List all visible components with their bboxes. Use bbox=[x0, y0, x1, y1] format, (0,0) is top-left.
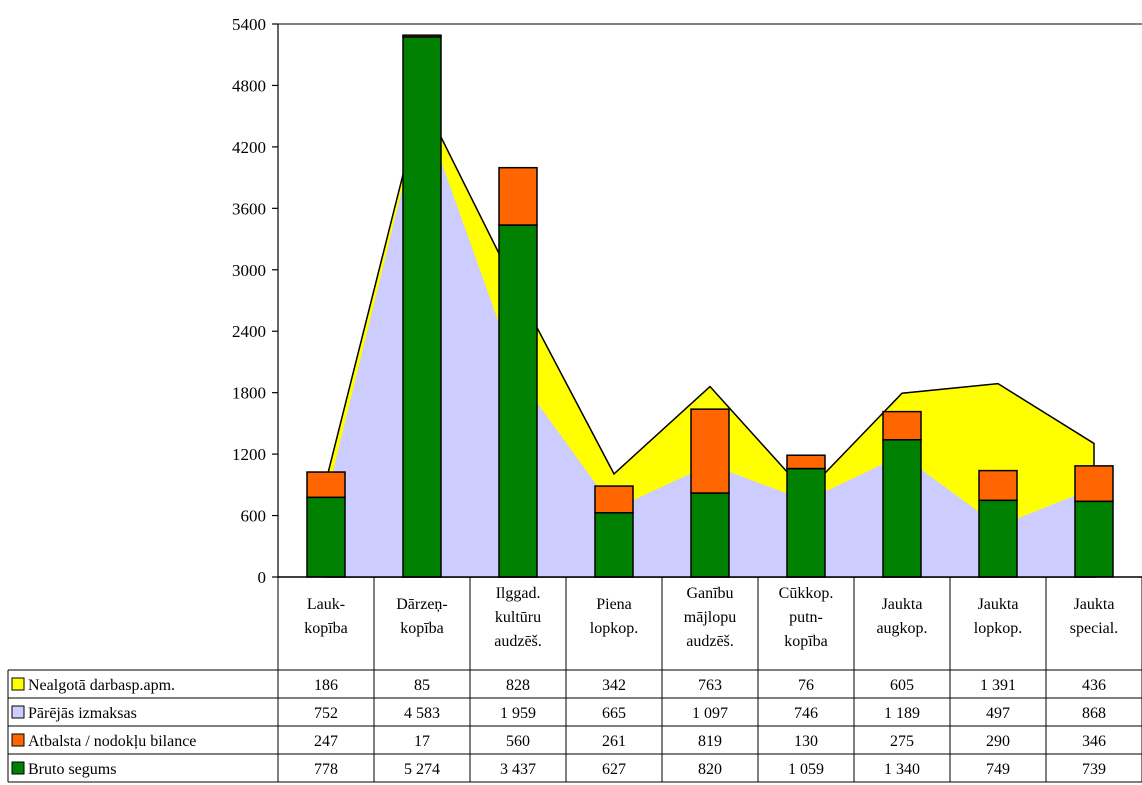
table-cell-0-2: 828 bbox=[506, 677, 530, 694]
table-cell-3-3: 627 bbox=[602, 761, 626, 778]
bar-support-balance-0 bbox=[306, 471, 346, 499]
bar-gross-margin-6 bbox=[882, 439, 922, 578]
category-label-4: Ganību mājlopu audzēš. bbox=[684, 585, 736, 650]
category-label-3: Piena lopkop. bbox=[590, 596, 638, 637]
table-cell-3-5: 1 059 bbox=[788, 761, 824, 778]
y-tick-label-4: 2400 bbox=[232, 322, 266, 341]
legend-key-1 bbox=[11, 705, 25, 719]
y-tick-label-7: 4200 bbox=[232, 138, 266, 157]
row-label-2: Atbalsta / nodokļu bilance bbox=[28, 733, 196, 750]
table-cell-2-5: 130 bbox=[794, 733, 818, 750]
table-cell-1-5: 746 bbox=[794, 705, 818, 722]
bar-gross-margin-5 bbox=[786, 467, 826, 578]
y-tick-label-3: 1800 bbox=[232, 384, 266, 403]
category-label-1: Dārzeņ-kopība bbox=[396, 596, 448, 637]
table-cell-0-6: 605 bbox=[890, 677, 914, 694]
table-cell-0-8: 436 bbox=[1082, 677, 1106, 694]
data-table: Lauk-kopība Dārzeņ-kopība Ilggad. kultūru au… bbox=[7, 576, 1142, 783]
bar-support-balance-1 bbox=[402, 34, 442, 38]
table-cell-1-1: 4 583 bbox=[404, 705, 440, 722]
legend-key-0 bbox=[11, 677, 25, 691]
y-tick-label-1: 600 bbox=[241, 507, 267, 526]
table-cell-2-7: 290 bbox=[986, 733, 1010, 750]
category-label-0: Lauk-kopība bbox=[304, 596, 348, 637]
table-cell-1-4: 1 097 bbox=[692, 705, 728, 722]
table-cell-2-2: 560 bbox=[506, 733, 530, 750]
y-tick-label-6: 3600 bbox=[232, 199, 266, 218]
bar-support-balance-8 bbox=[1074, 465, 1114, 503]
table-cell-1-2: 1 959 bbox=[500, 705, 536, 722]
bar-gross-margin-0 bbox=[306, 496, 346, 578]
legend-key-2 bbox=[11, 733, 25, 747]
table-cell-0-5: 76 bbox=[798, 677, 814, 694]
table-cell-2-0: 247 bbox=[314, 733, 338, 750]
table-cell-1-7: 497 bbox=[986, 705, 1010, 722]
row-label-1: Pārējās izmaksas bbox=[28, 705, 137, 722]
table-cell-1-8: 868 bbox=[1082, 705, 1106, 722]
table-cell-2-6: 275 bbox=[890, 733, 914, 750]
y-tick-label-5: 3000 bbox=[232, 261, 266, 280]
category-label-8: Jaukta special. bbox=[1070, 596, 1118, 637]
table-cell-0-0: 186 bbox=[314, 677, 338, 694]
bar-gross-margin-8 bbox=[1074, 500, 1114, 578]
bar-layer bbox=[306, 34, 1114, 578]
table-cell-2-4: 819 bbox=[698, 733, 722, 750]
bar-support-balance-2 bbox=[498, 166, 538, 226]
table-cell-0-4: 763 bbox=[698, 677, 722, 694]
row-label-3: Bruto segums bbox=[28, 761, 116, 778]
y-tick-label-0: 0 bbox=[258, 568, 267, 587]
table-cell-1-6: 1 189 bbox=[884, 705, 920, 722]
table-cell-0-1: 85 bbox=[414, 677, 430, 694]
category-label-6: Jaukta augkop. bbox=[876, 596, 927, 637]
bar-gross-margin-2 bbox=[498, 224, 538, 578]
y-tick-label-8: 4800 bbox=[232, 76, 266, 95]
bar-support-balance-7 bbox=[978, 469, 1018, 502]
category-label-2: Ilggad. kultūru audzēš. bbox=[494, 585, 542, 650]
bar-gross-margin-4 bbox=[690, 492, 730, 578]
table-cell-3-2: 3 437 bbox=[500, 761, 536, 778]
bar-support-balance-5 bbox=[786, 454, 826, 470]
table-cell-3-4: 820 bbox=[698, 761, 722, 778]
bar-support-balance-4 bbox=[690, 408, 730, 494]
bar-support-balance-3 bbox=[594, 485, 634, 514]
bar-gross-margin-7 bbox=[978, 499, 1018, 578]
table-cell-3-7: 749 bbox=[986, 761, 1010, 778]
bar-gross-margin-1 bbox=[402, 36, 442, 578]
category-label-5: Cūkkop. putn-kopība bbox=[779, 585, 834, 650]
table-cell-3-8: 739 bbox=[1082, 761, 1106, 778]
table-cell-2-8: 346 bbox=[1082, 733, 1106, 750]
category-label-7: Jaukta lopkop. bbox=[974, 596, 1022, 637]
legend-key-3 bbox=[11, 761, 25, 775]
bar-support-balance-6 bbox=[882, 410, 922, 441]
table-cell-1-3: 665 bbox=[602, 705, 626, 722]
table-cell-3-0: 778 bbox=[314, 761, 338, 778]
table-cell-3-1: 5 274 bbox=[404, 761, 440, 778]
y-tick-label-9: 5400 bbox=[232, 15, 266, 34]
table-cell-0-7: 1 391 bbox=[980, 677, 1016, 694]
axes: 0 600 1200 1800 2400 3000 3600 4200 4800 5400 bbox=[232, 15, 1142, 587]
bar-gross-margin-3 bbox=[594, 512, 634, 578]
table-cell-3-6: 1 340 bbox=[884, 761, 920, 778]
y-tick-label-2: 1200 bbox=[232, 445, 266, 464]
table-cell-2-1: 17 bbox=[414, 733, 430, 750]
table-cell-1-0: 752 bbox=[314, 705, 338, 722]
table-cell-0-3: 342 bbox=[602, 677, 626, 694]
table-cell-2-3: 261 bbox=[602, 733, 626, 750]
row-label-0: Nealgotā darbasp.apm. bbox=[28, 677, 175, 694]
